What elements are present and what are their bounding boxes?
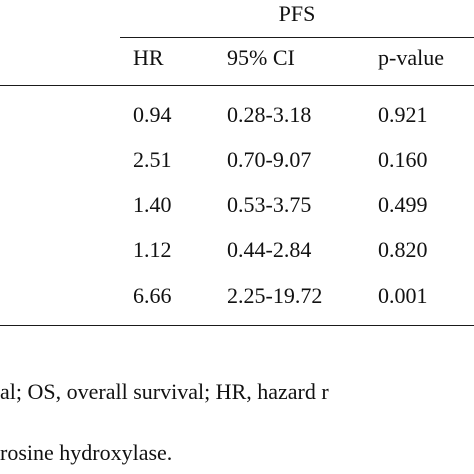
ci-cell: 0.53-3.75 bbox=[227, 192, 312, 217]
hr-cell: 1.12 bbox=[133, 237, 172, 262]
p-value-cell: 0.820 bbox=[378, 237, 428, 262]
p-value-cell: 0.160 bbox=[378, 147, 428, 172]
table-footnote-line-1: al; OS, overall survival; HR, hazard r bbox=[0, 379, 329, 404]
ci-cell: 0.70-9.07 bbox=[227, 147, 312, 172]
ci-cell: 0.28-3.18 bbox=[227, 102, 312, 127]
hr-cell: 2.51 bbox=[133, 147, 172, 172]
header-underline bbox=[120, 37, 474, 38]
column-header-ci: 95% CI bbox=[227, 45, 295, 70]
header-bottom-rule bbox=[0, 85, 474, 86]
p-value-cell: 0.921 bbox=[378, 102, 428, 127]
ci-cell: 0.44-2.84 bbox=[227, 237, 312, 262]
table-footnote-line-2: rosine hydroxylase. bbox=[0, 440, 173, 465]
column-header-hr: HR bbox=[133, 45, 164, 70]
p-value-cell: 0.499 bbox=[378, 192, 428, 217]
hr-cell: 0.94 bbox=[133, 102, 172, 127]
pfs-group-header: PFS bbox=[278, 1, 316, 26]
p-value-cell: 0.001 bbox=[378, 283, 428, 308]
table-bottom-rule bbox=[0, 325, 474, 326]
column-header-p-value: p-value bbox=[378, 45, 444, 70]
ci-cell: 2.25-19.72 bbox=[227, 283, 323, 308]
hr-cell: 6.66 bbox=[133, 283, 172, 308]
hr-cell: 1.40 bbox=[133, 192, 172, 217]
